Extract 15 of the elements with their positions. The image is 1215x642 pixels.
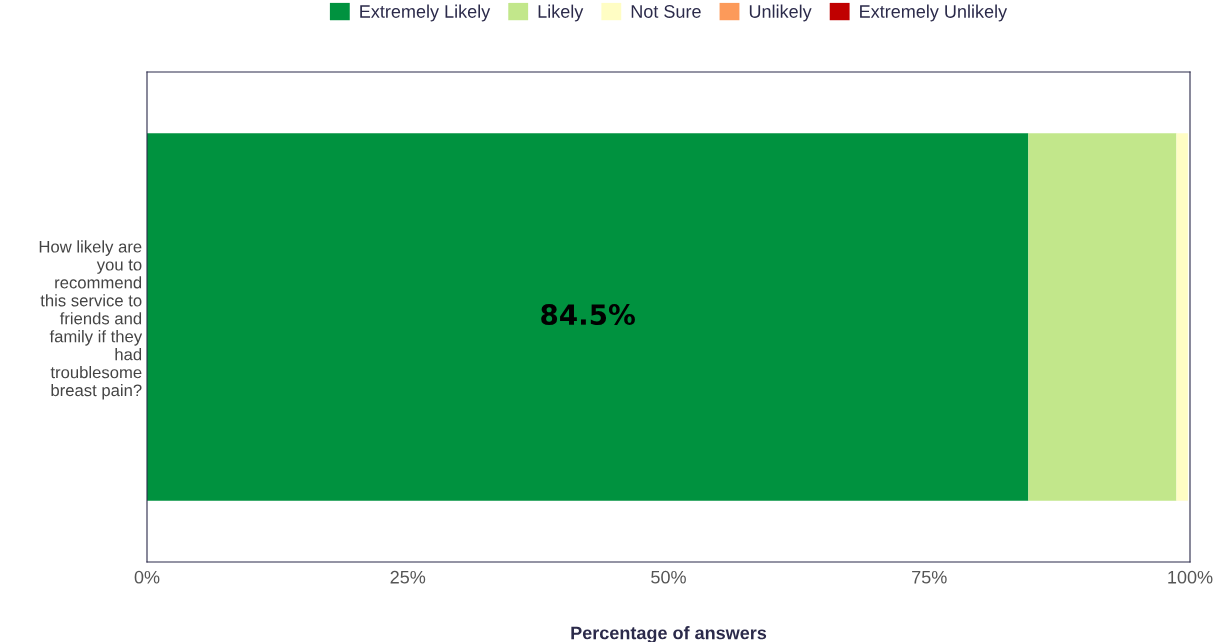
legend-label: Likely	[538, 4, 584, 22]
bar	[1176, 133, 1188, 501]
legend-label: Unlikely	[749, 4, 812, 22]
legend-label: Extremely Unlikely	[860, 4, 1008, 22]
x-tick-label: 100%	[1168, 570, 1213, 584]
x-tick-label: 0%	[134, 570, 160, 584]
legend-label: Extremely Likely	[360, 4, 491, 22]
data-label: 84.5%	[541, 304, 635, 326]
x-tick-label: 25%	[390, 570, 426, 584]
x-tick-label: 75%	[912, 570, 947, 584]
x-tick-label: 50%	[651, 570, 686, 584]
category-label: How likely are you to recommend this service to friends and family if they had troublesome breast pain?	[39, 240, 143, 400]
bar	[1028, 133, 1177, 501]
x-axis-title: Percentage of answers	[571, 626, 767, 642]
legend-label: Not Sure	[631, 5, 701, 18]
